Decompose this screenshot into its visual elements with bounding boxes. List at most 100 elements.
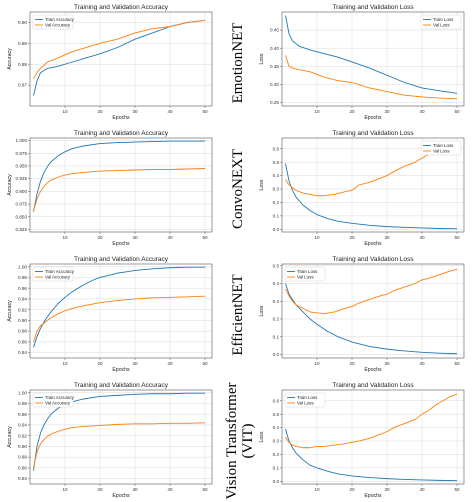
y-tick-label: 0.0	[273, 352, 280, 357]
x-tick-label: 30	[132, 361, 138, 366]
chart-panel-6: Training and Validation Loss 0.0 0.1 0.2 0.3…	[259, 256, 465, 373]
x-tick-label: 10	[62, 235, 68, 240]
x-tick-label: 40	[167, 235, 173, 240]
series-line-val	[33, 19, 206, 80]
legend-box	[420, 140, 462, 156]
x-tick-label: 50	[202, 109, 208, 114]
x-tick-label: 20	[97, 235, 103, 240]
x-tick-label: 30	[384, 487, 390, 492]
legend-box	[284, 266, 326, 282]
y-tick-label: 0.5	[273, 160, 280, 165]
y-tick-label: 1.00	[18, 264, 27, 269]
y-tick-label: 0.1	[273, 465, 280, 470]
y-tick-label: 0.88	[18, 329, 27, 334]
y-axis-label: Accuracy	[7, 174, 13, 196]
chart-panel-2: Training and Validation Loss 0.25 0.30 0.35…	[259, 4, 465, 121]
legend-entry: Val Loss	[297, 401, 314, 406]
legend-entry: Train Accuracy	[45, 395, 75, 400]
x-tick-label: 50	[454, 487, 460, 492]
y-tick-label: 0.96	[18, 286, 27, 291]
chart-title: Training and Validation Accuracy	[74, 4, 169, 11]
plot-area	[281, 389, 465, 485]
chart-title: Training and Validation Accuracy	[74, 382, 169, 389]
chart-panel-5: Training and Validation Accuracy 0.84 0.86…	[7, 256, 213, 373]
legend-box	[32, 392, 74, 408]
y-axis-label: Loss	[259, 431, 265, 442]
y-tick-label: 0.850	[16, 214, 28, 219]
x-tick-label: 50	[454, 361, 460, 366]
series-line-val	[285, 268, 458, 315]
x-tick-label: 30	[384, 109, 390, 114]
model-name: EfficientNET	[230, 274, 246, 355]
y-tick-label: 0.98	[18, 275, 27, 280]
x-tick-label: 30	[132, 235, 138, 240]
legend-entry: Train Loss	[297, 395, 318, 400]
x-tick-label: 20	[349, 109, 355, 114]
x-tick-label: 20	[349, 235, 355, 240]
y-axis-label: Accuracy	[7, 426, 13, 448]
plot-area	[29, 263, 213, 359]
y-axis-label: Accuracy	[7, 300, 13, 322]
chart-panel-7: Training and Validation Accuracy 0.84 0.86…	[7, 382, 213, 499]
legend-entry: Train Loss	[433, 17, 454, 22]
x-axis-label: Epochs	[112, 493, 130, 499]
y-tick-label: 0.94	[18, 423, 27, 428]
x-tick-label: 10	[314, 487, 320, 492]
series-line-train	[33, 140, 205, 212]
legend-entry: Val Accuracy	[45, 23, 71, 28]
y-tick-label: 0.94	[18, 297, 27, 302]
y-tick-label: 0.2	[273, 317, 280, 322]
y-tick-label: 0.40	[270, 46, 279, 51]
y-tick-label: 0.4	[273, 425, 280, 430]
y-tick-label: 0.4	[273, 173, 280, 178]
y-tick-label: 0.98	[18, 401, 27, 406]
y-axis-label: Loss	[259, 179, 265, 190]
x-axis-label: Epochs	[112, 367, 130, 373]
y-tick-label: 0.92	[18, 433, 27, 438]
y-tick-label: 0.925	[16, 176, 28, 181]
x-tick-label: 40	[167, 361, 173, 366]
legend-box	[32, 14, 74, 30]
legend-entry: Val Loss	[433, 23, 450, 28]
plot-area	[281, 137, 465, 233]
plot-area	[29, 137, 213, 233]
x-axis-label: Epochs	[364, 241, 382, 247]
y-tick-label: 0.975	[16, 151, 28, 156]
x-tick-label: 50	[202, 235, 208, 240]
y-tick-label: 1.000	[16, 138, 28, 143]
y-axis-label: Loss	[259, 305, 265, 316]
x-tick-label: 50	[454, 109, 460, 114]
y-tick-label: 0.6	[273, 146, 280, 151]
model-label-3: EfficientNET	[230, 274, 246, 355]
chart-panel-3: Training and Validation Accuracy 0.825 0.8…	[7, 130, 213, 247]
x-tick-label: 50	[202, 361, 208, 366]
x-axis-label: Epochs	[364, 367, 382, 373]
y-tick-label: 0.84	[18, 476, 27, 481]
x-axis-label: Epochs	[364, 493, 382, 499]
y-tick-label: 0.25	[270, 100, 279, 105]
x-tick-label: 20	[349, 361, 355, 366]
chart-title: Training and Validation Loss	[332, 256, 414, 263]
model-name: EmotionNET	[230, 23, 246, 104]
y-tick-label: 0.96	[18, 412, 27, 417]
legend-entry: Val Accuracy	[45, 275, 71, 280]
y-tick-label: 0.3	[273, 439, 280, 444]
y-tick-label: 1.00	[18, 390, 27, 395]
series-line-train	[285, 163, 458, 230]
y-tick-label: 0.45	[270, 28, 279, 33]
y-tick-label: 0.825	[16, 227, 28, 232]
plot-area	[29, 11, 213, 107]
series-line-val	[33, 295, 206, 343]
y-tick-label: 0.88	[18, 455, 27, 460]
legend-entry: Train Loss	[433, 143, 454, 148]
y-tick-label: 0.3	[273, 299, 280, 304]
x-tick-label: 40	[419, 109, 425, 114]
x-tick-label: 20	[97, 361, 103, 366]
y-tick-label: 0.89	[18, 41, 27, 46]
y-tick-label: 0.87	[18, 83, 27, 88]
x-tick-label: 10	[314, 235, 320, 240]
